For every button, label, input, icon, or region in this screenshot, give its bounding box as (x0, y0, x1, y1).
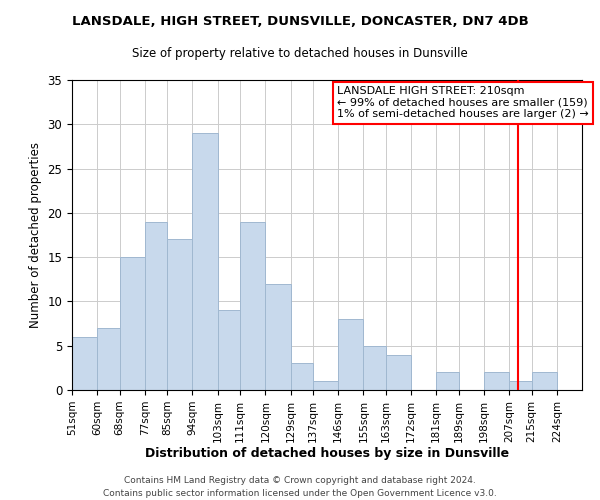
Y-axis label: Number of detached properties: Number of detached properties (29, 142, 42, 328)
Bar (119, 257, 145, 390)
Bar (436, 372, 459, 390)
Bar (386, 354, 411, 390)
Bar (364, 346, 386, 390)
Bar (218, 310, 240, 390)
Bar (240, 222, 265, 390)
X-axis label: Distribution of detached houses by size in Dunsville: Distribution of detached houses by size … (145, 448, 509, 460)
Text: LANSDALE HIGH STREET: 210sqm
← 99% of detached houses are smaller (159)
1% of se: LANSDALE HIGH STREET: 210sqm ← 99% of de… (337, 86, 589, 120)
Bar (265, 284, 290, 390)
Bar (145, 222, 167, 390)
Text: Contains public sector information licensed under the Open Government Licence v3: Contains public sector information licen… (103, 488, 497, 498)
Bar (532, 372, 557, 390)
Bar (193, 133, 218, 390)
Text: LANSDALE, HIGH STREET, DUNSVILLE, DONCASTER, DN7 4DB: LANSDALE, HIGH STREET, DUNSVILLE, DONCAS… (71, 15, 529, 28)
Bar (484, 372, 509, 390)
Bar (290, 364, 313, 390)
Text: Contains HM Land Registry data © Crown copyright and database right 2024.: Contains HM Land Registry data © Crown c… (124, 476, 476, 485)
Bar (167, 240, 193, 390)
Bar (509, 381, 532, 390)
Bar (313, 381, 338, 390)
Text: Size of property relative to detached houses in Dunsville: Size of property relative to detached ho… (132, 48, 468, 60)
Bar (97, 328, 119, 390)
Bar (338, 319, 364, 390)
Bar (72, 337, 97, 390)
